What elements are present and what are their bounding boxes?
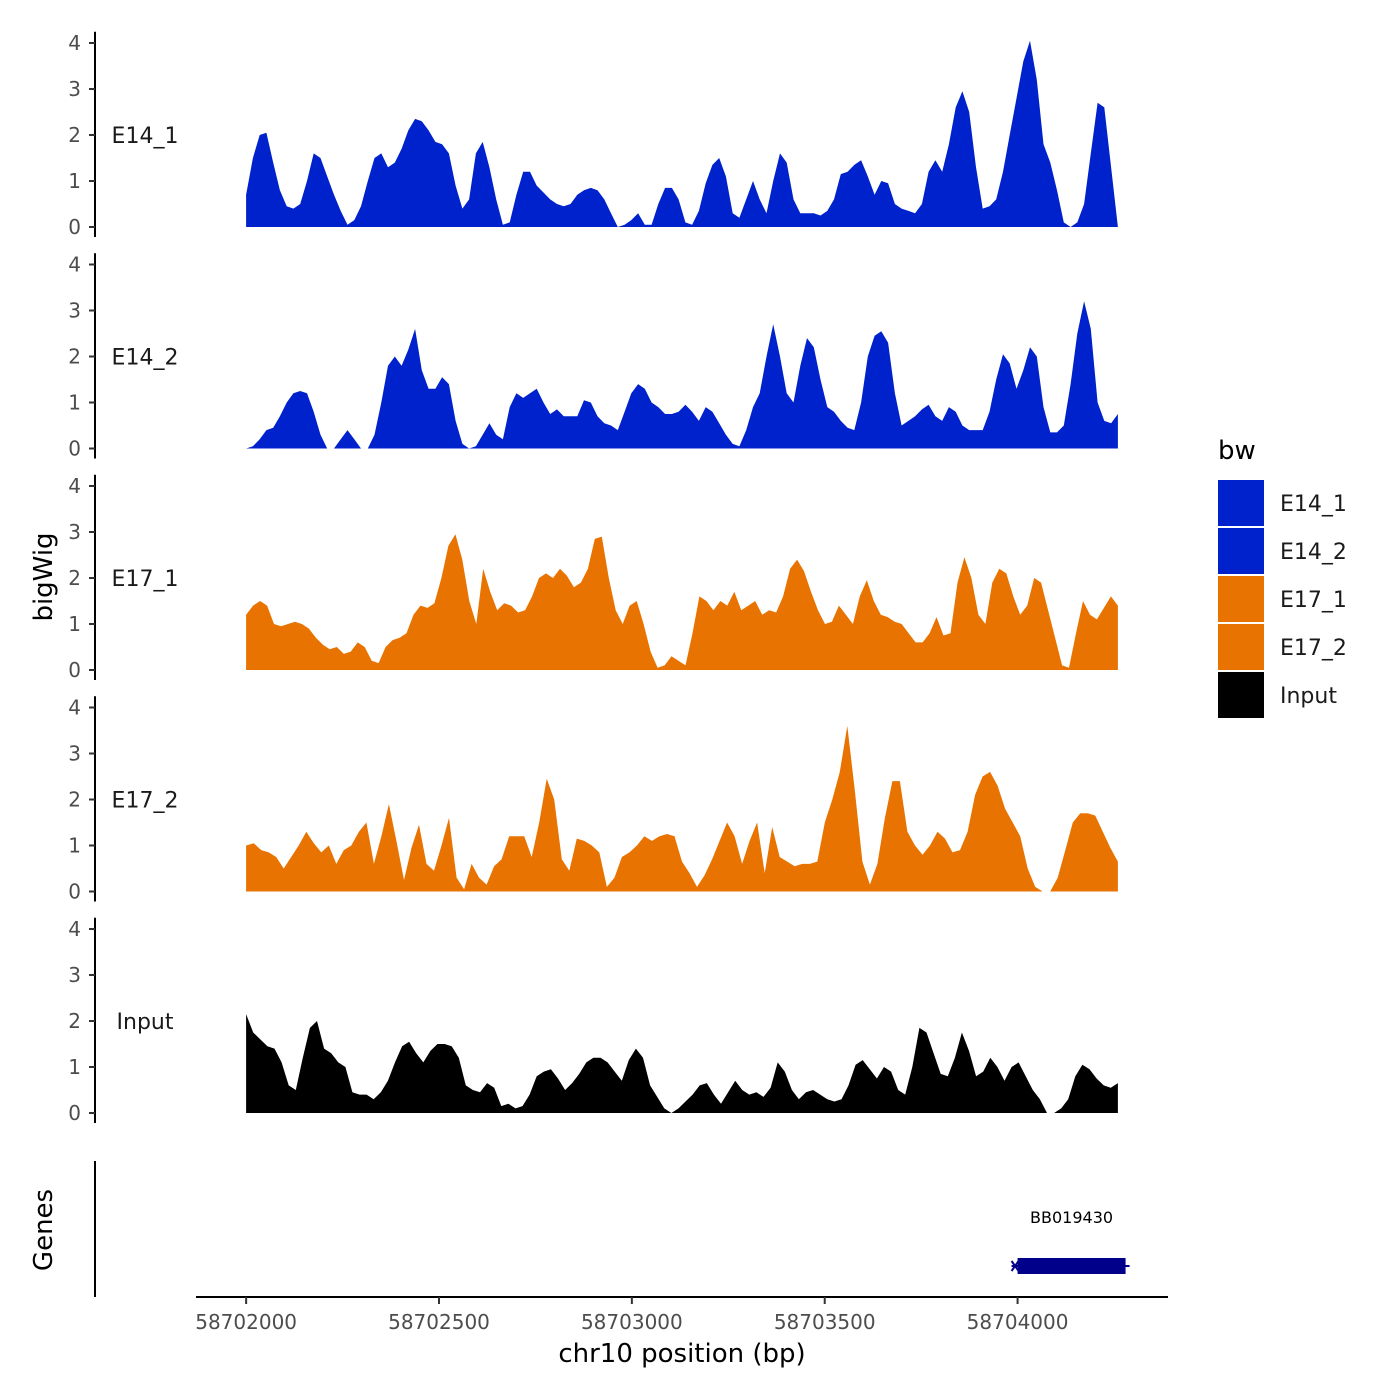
y-tick-label: 2	[68, 345, 81, 369]
y-tick-label: 0	[68, 1101, 81, 1125]
y-tick-label: 4	[68, 917, 81, 941]
track-e17-1: 0 1 2 3 4 E17_1	[68, 474, 1118, 682]
y-tick-label: 4	[68, 696, 81, 720]
track-label: E17_2	[112, 789, 179, 814]
y-tick-label: 0	[68, 880, 81, 904]
coverage-area-e17-2	[246, 725, 1118, 892]
gene-body	[1017, 1258, 1126, 1274]
x-tick-label: 58702000	[195, 1310, 297, 1334]
legend-label: E17_1	[1280, 588, 1347, 613]
legend-label: E14_1	[1280, 492, 1347, 517]
y-tick-label: 3	[68, 963, 81, 987]
track-label: E14_2	[112, 346, 179, 371]
y-tick-label: 0	[68, 658, 81, 682]
coverage-area-input	[246, 1014, 1118, 1113]
legend-label: E14_2	[1280, 540, 1347, 565]
track-e14-1: 0 1 2 3 4 E14_1	[68, 31, 1118, 239]
y-tick-label: 1	[68, 1055, 81, 1079]
legend-swatch	[1218, 624, 1264, 670]
legend-title: bw	[1218, 436, 1256, 466]
track-e17-2: 0 1 2 3 4 E17_2	[68, 696, 1118, 904]
x-tick-label: 58703000	[581, 1310, 683, 1334]
track-label: Input	[117, 1010, 174, 1035]
track-input: 0 1 2 3 4 Input	[68, 917, 1118, 1125]
y-tick-label: 3	[68, 742, 81, 766]
legend-label: E17_2	[1280, 636, 1347, 661]
y-tick-label: 2	[68, 123, 81, 147]
legend-label: Input	[1280, 684, 1337, 709]
y-tick-label: 0	[68, 215, 81, 239]
genes-panel: BB019430	[94, 1161, 1130, 1297]
coverage-area-e14-2	[246, 301, 1118, 449]
tracks-layer: 0 1 2 3 4 E14_1 0 1 2 3 4 E14_2 0 1 2 3 4 E17_1 0 1 2 3 4 E17_2…	[68, 31, 1118, 1125]
x-tick-label: 58703500	[774, 1310, 876, 1334]
y-tick-label: 4	[68, 31, 81, 55]
y-tick-label: 3	[68, 299, 81, 323]
y-tick-label: 3	[68, 77, 81, 101]
track-label: E14_1	[112, 124, 179, 149]
coverage-area-e14-1	[246, 40, 1118, 228]
legend-swatch	[1218, 480, 1264, 526]
legend-swatch	[1218, 528, 1264, 574]
x-axis: 58702000 58702500 58703000 58703500 58704000	[195, 1296, 1168, 1334]
y-tick-label: 2	[68, 1009, 81, 1033]
coverage-area-e17-1	[246, 534, 1118, 670]
y-tick-label: 4	[68, 253, 81, 277]
strand-arrow-icon	[1010, 1260, 1020, 1272]
track-e14-2: 0 1 2 3 4 E14_2	[68, 253, 1118, 461]
y-tick-label: 2	[68, 566, 81, 590]
y-tick-label: 0	[68, 437, 81, 461]
y-tick-label: 4	[68, 474, 81, 498]
y-tick-label: 1	[68, 612, 81, 636]
track-label: E17_1	[112, 567, 179, 592]
legend: bw E14_1 E14_2 E17_1 E17_2 Input	[1218, 436, 1347, 718]
x-axis-title: chr10 position (bp)	[558, 1339, 805, 1369]
x-tick-label: 58704000	[967, 1310, 1069, 1334]
y-tick-label: 2	[68, 788, 81, 812]
y-axis-title: bigWig	[29, 532, 59, 621]
y-tick-label: 1	[68, 834, 81, 858]
genes-axis-title: Genes	[29, 1189, 59, 1271]
gene-label: BB019430	[1030, 1208, 1113, 1227]
y-tick-label: 3	[68, 520, 81, 544]
legend-swatch	[1218, 672, 1264, 718]
y-tick-label: 1	[68, 169, 81, 193]
legend-swatch	[1218, 576, 1264, 622]
y-tick-label: 1	[68, 391, 81, 415]
x-tick-label: 58702500	[388, 1310, 490, 1334]
